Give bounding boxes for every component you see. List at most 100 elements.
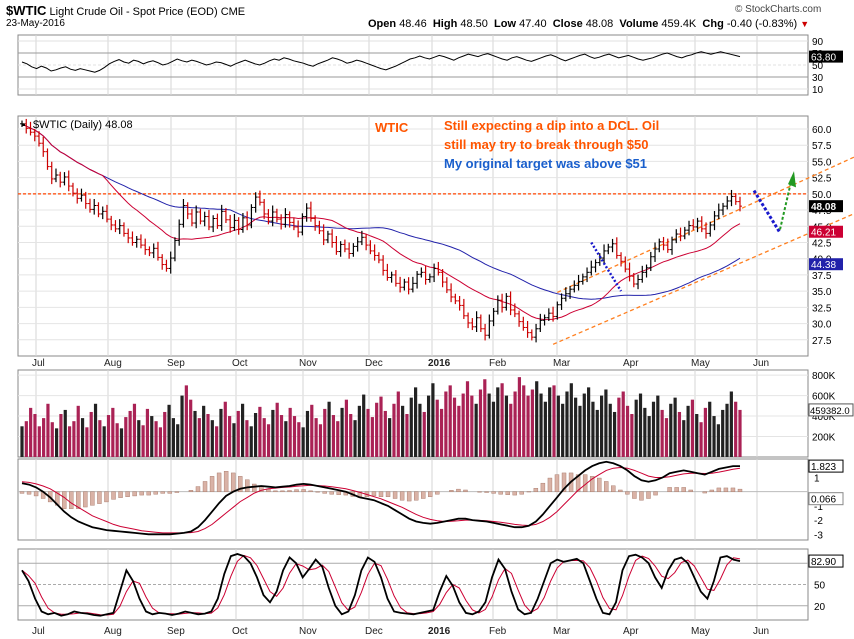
channel-upper-line	[557, 156, 854, 294]
macd-histogram-bar	[604, 481, 609, 492]
macd-histogram-bar	[308, 490, 313, 492]
macd-histogram-bar	[62, 491, 67, 509]
macd-histogram-bar	[280, 490, 285, 492]
pointer-green-arrowhead	[788, 171, 796, 188]
macd-histogram-bar	[69, 491, 74, 509]
macd-badge-label: 1.823	[811, 462, 836, 473]
macd-tick-label: -3	[814, 530, 823, 541]
macd-histogram-bar	[512, 491, 517, 496]
chg-label: Chg	[702, 18, 724, 30]
header-date: 23-May-2016	[6, 18, 65, 29]
macd-histogram-bar	[315, 491, 320, 493]
rsi-current-label: 63.80	[811, 53, 836, 64]
macd-tick-label: 1	[814, 473, 820, 484]
macd-histogram-bar	[252, 483, 257, 492]
macd-histogram-bar	[26, 491, 32, 495]
macd-histogram-bar	[245, 479, 250, 492]
x-tick-label-top: 2016	[428, 358, 451, 369]
close-badge	[809, 200, 843, 213]
x-tick-label-top: Jun	[753, 358, 769, 369]
ma-fast-badge	[809, 225, 843, 238]
exchange: CME	[220, 6, 246, 18]
macd-histogram-bar	[477, 491, 482, 493]
macd-tick-label: -1	[814, 502, 823, 513]
price-tick-label: 37.5	[812, 271, 832, 282]
macd-histogram-bar	[294, 489, 299, 492]
macd-histogram-bar	[653, 491, 658, 496]
macd-histogram-bar	[491, 491, 496, 494]
price-tick-label: 50.0	[812, 190, 832, 201]
macd-histogram-bar	[639, 491, 644, 501]
annotation-line-1: Still expecting a dip into a DCL. Oil	[444, 118, 659, 133]
channel-lower-line	[552, 213, 854, 345]
close-badge-label: 48.08	[811, 202, 836, 213]
macd-histogram-bar	[216, 472, 222, 492]
macd-histogram-bar	[76, 491, 81, 509]
macd-histogram-bar	[681, 487, 686, 492]
annotation-line-3: My original target was above $51	[444, 156, 647, 171]
macd-histogram-bar	[195, 486, 201, 492]
macd-histogram-bar	[716, 487, 722, 492]
x-tick-label-bottom: Mar	[553, 626, 571, 637]
x-tick-label-top: Dec	[365, 358, 383, 369]
symbol: $WTIC	[6, 3, 47, 18]
macd-histogram-bar	[730, 487, 736, 492]
macd-histogram-bar	[153, 491, 158, 495]
pointer-blue-dip	[752, 189, 782, 234]
x-tick-label-top: Nov	[299, 358, 317, 369]
x-tick-label-top: Oct	[232, 358, 248, 369]
price-panel-title: $WTIC (Daily) 48.08	[33, 119, 133, 131]
ma-fast-line	[21, 123, 741, 321]
macd-histogram-bar	[209, 476, 215, 492]
x-tick-label-bottom: Nov	[299, 626, 317, 637]
macd-histogram-bar	[540, 482, 546, 492]
rsi-current-badge	[809, 50, 843, 63]
macd-histogram-bar	[519, 491, 524, 495]
open-value: 48.46	[399, 18, 427, 30]
volume-tick-label: 800K	[812, 371, 836, 382]
macd-histogram-bar	[378, 491, 384, 497]
chg-value: -0.40 (-0.83%)	[726, 18, 798, 30]
macd-histogram-bar	[322, 491, 327, 494]
volume-tick-label: 600K	[812, 392, 836, 403]
x-tick-label-top: Feb	[489, 358, 507, 369]
macd-histogram-bar	[589, 476, 595, 492]
macd-tick-label: -2	[814, 516, 823, 527]
volume-tick-label: 200K	[812, 433, 836, 444]
macd-histogram-bar	[709, 489, 715, 492]
macd-histogram-bar	[273, 490, 278, 492]
macd-histogram-bar	[132, 491, 137, 497]
macd-histogram-bar	[33, 491, 39, 497]
macd-histogram-bar	[533, 488, 539, 492]
stochastic-tick-label: 50	[814, 581, 826, 592]
x-tick-label-top: Sep	[167, 358, 185, 369]
macd-histogram-bar	[505, 491, 510, 495]
macd-histogram-bar	[611, 485, 616, 492]
macd-histogram-bar	[498, 491, 503, 495]
stochastic-badge	[808, 554, 844, 568]
pointer-green-rebound	[779, 177, 793, 230]
macd-histogram-bar	[202, 481, 208, 492]
macd-histogram-bar	[104, 491, 109, 503]
price-tick-label: 27.5	[812, 336, 832, 347]
macd-histogram-bar	[456, 488, 461, 492]
macd-histogram-bar	[435, 491, 440, 495]
annotation-wtic: WTIC	[375, 120, 409, 135]
macd-histogram-bar	[19, 491, 25, 494]
macd-histogram-bar	[146, 491, 151, 496]
macd-histogram-bar	[554, 474, 560, 492]
x-tick-label-top: May	[691, 358, 710, 369]
low-value: 47.40	[519, 18, 547, 30]
price-tick-label: 60.0	[812, 125, 832, 136]
macd-line	[21, 460, 740, 536]
macd-hist-badge	[808, 492, 844, 506]
x-tick-label-top: Apr	[623, 358, 639, 369]
rsi-line	[21, 51, 741, 73]
price-tick-label: 57.5	[812, 141, 832, 152]
price-tick-label: 30.0	[812, 320, 832, 331]
header-ohlc: Open 48.46 High 48.50 Low 47.40 Close 48…	[368, 18, 809, 30]
rsi-tick-label: 10	[812, 85, 824, 96]
stochastic-badge-label: 82.90	[811, 557, 836, 568]
stochastic-line	[21, 553, 741, 617]
x-tick-label-bottom: May	[691, 626, 710, 637]
